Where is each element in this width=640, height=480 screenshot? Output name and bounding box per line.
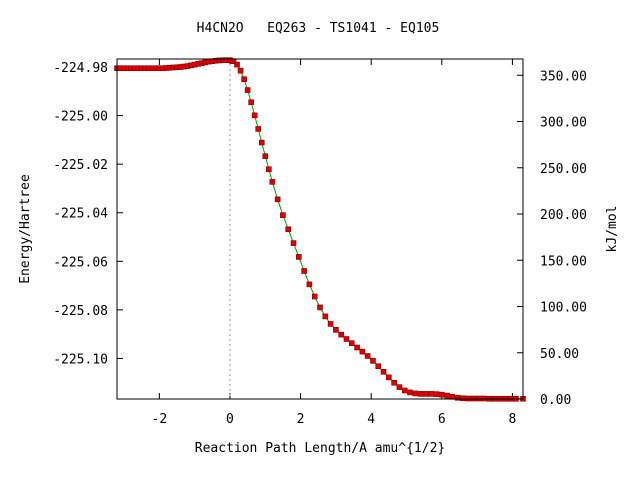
data-point bbox=[255, 126, 262, 132]
plot-frame bbox=[116, 58, 524, 400]
x-tick-label: 8 bbox=[508, 412, 516, 427]
data-point bbox=[417, 391, 424, 397]
data-point bbox=[244, 87, 251, 93]
data-point bbox=[433, 391, 440, 397]
data-point bbox=[348, 340, 355, 346]
y2-tick-label: 50.00 bbox=[540, 347, 579, 362]
data-point bbox=[401, 387, 408, 394]
data-point bbox=[266, 166, 272, 173]
data-point bbox=[375, 363, 382, 370]
y2-tick-label: 200.00 bbox=[540, 208, 587, 223]
data-point bbox=[428, 391, 435, 397]
data-point bbox=[241, 76, 247, 82]
y-tick-label: -225.10 bbox=[53, 352, 108, 367]
x-tick-label: 0 bbox=[226, 412, 234, 427]
data-point bbox=[301, 268, 307, 274]
data-point bbox=[327, 321, 334, 327]
data-point bbox=[354, 344, 360, 351]
data-point bbox=[234, 61, 240, 68]
data-point bbox=[423, 391, 429, 397]
y2-axis-label: kJ/mol bbox=[605, 206, 620, 253]
data-point bbox=[317, 304, 323, 311]
y2-tick-label: 300.00 bbox=[540, 116, 587, 131]
data-point bbox=[438, 391, 445, 398]
x-tick-label: -2 bbox=[152, 412, 168, 427]
data-point bbox=[248, 99, 254, 106]
data-point bbox=[460, 395, 466, 402]
data-point bbox=[262, 153, 269, 159]
y-tick-label: -225.06 bbox=[53, 255, 108, 270]
data-point bbox=[280, 212, 286, 218]
data-point bbox=[380, 368, 387, 375]
data-point bbox=[311, 293, 318, 300]
data-point bbox=[386, 374, 392, 381]
data-point bbox=[364, 353, 371, 359]
x-tick-label: 4 bbox=[367, 412, 375, 427]
y2-tick-label: 100.00 bbox=[540, 301, 587, 316]
y-tick-label: -224.98 bbox=[53, 61, 108, 76]
x-tick-label: 6 bbox=[438, 412, 446, 427]
data-point bbox=[274, 196, 281, 203]
data-point bbox=[269, 179, 276, 185]
data-point bbox=[258, 139, 265, 146]
y-axis-label: Energy/Hartree bbox=[18, 174, 33, 284]
y-tick-label: -225.08 bbox=[53, 304, 108, 319]
y2-tick-label: 350.00 bbox=[540, 69, 587, 84]
series-line bbox=[117, 59, 523, 400]
data-point bbox=[412, 390, 419, 397]
y-tick-label: -225.04 bbox=[53, 207, 108, 222]
data-point bbox=[251, 112, 258, 119]
x-tick-label: 2 bbox=[297, 412, 305, 427]
chart-title: H4CN2O EQ263 - TS1041 - EQ105 bbox=[197, 21, 440, 36]
data-point bbox=[396, 384, 403, 390]
data-point bbox=[237, 67, 244, 74]
y2-tick-label: 150.00 bbox=[540, 254, 587, 269]
data-point bbox=[333, 326, 339, 333]
data-point bbox=[370, 358, 376, 364]
data-point bbox=[444, 392, 450, 399]
y-tick-label: -225.02 bbox=[53, 158, 108, 173]
y-tick-label: -225.00 bbox=[53, 110, 108, 125]
x-axis-label: Reaction Path Length/A amu^{1/2} bbox=[195, 441, 445, 456]
data-point bbox=[322, 313, 329, 320]
data-point bbox=[454, 394, 461, 401]
data-point bbox=[359, 348, 366, 355]
data-point bbox=[290, 240, 297, 246]
y2-tick-label: 0.00 bbox=[540, 393, 571, 408]
y2-tick-label: 250.00 bbox=[540, 162, 587, 177]
data-point bbox=[306, 281, 313, 288]
data-point bbox=[285, 226, 292, 233]
data-point bbox=[338, 331, 344, 338]
data-point bbox=[296, 254, 302, 260]
data-point bbox=[343, 336, 350, 342]
data-point bbox=[391, 379, 397, 386]
data-point bbox=[407, 389, 413, 396]
